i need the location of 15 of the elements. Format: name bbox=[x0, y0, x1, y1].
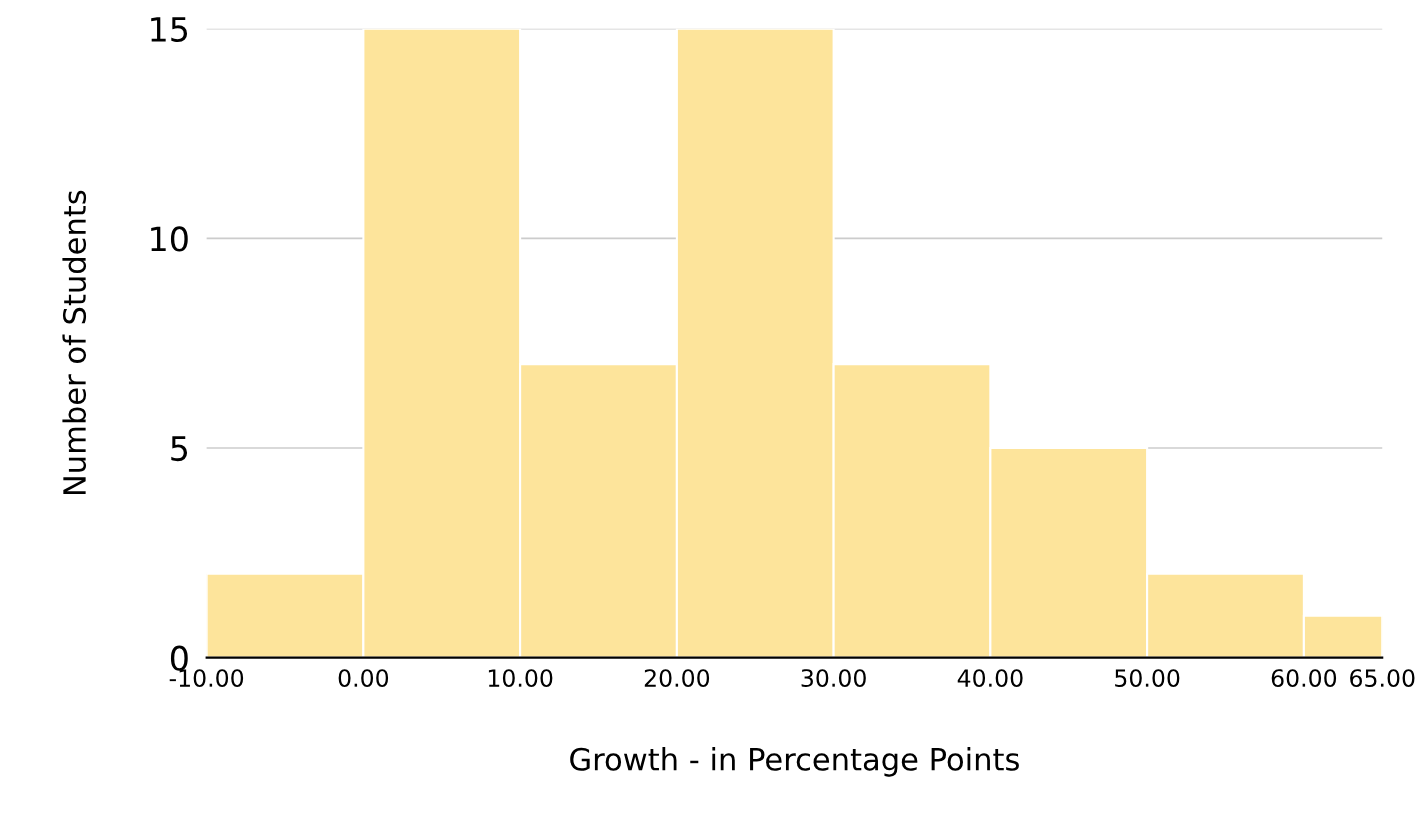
x-tick-label: 0.00 bbox=[338, 669, 389, 687]
x-tick-label: -10.00 bbox=[169, 669, 244, 687]
x-tick-label: 40.00 bbox=[957, 669, 1023, 687]
y-axis-title: Number of Students bbox=[62, 190, 87, 495]
x-tick-label: 10.00 bbox=[488, 669, 553, 687]
x-tick-label: 20.00 bbox=[644, 669, 710, 687]
x-tick-label: 65.00 bbox=[1350, 669, 1415, 687]
x-axis-title: Growth - in Percentage Points bbox=[570, 747, 1019, 777]
y-tick-label: 10 bbox=[151, 226, 188, 252]
x-tick-label: 30.00 bbox=[801, 669, 866, 687]
y-tick-label: 0 bbox=[170, 645, 188, 671]
x-tick-label: 50.00 bbox=[1115, 669, 1180, 687]
x-tick-label: 60.00 bbox=[1271, 669, 1337, 687]
y-tick-label: 15 bbox=[151, 17, 188, 42]
y-tick-label: 5 bbox=[171, 436, 188, 462]
